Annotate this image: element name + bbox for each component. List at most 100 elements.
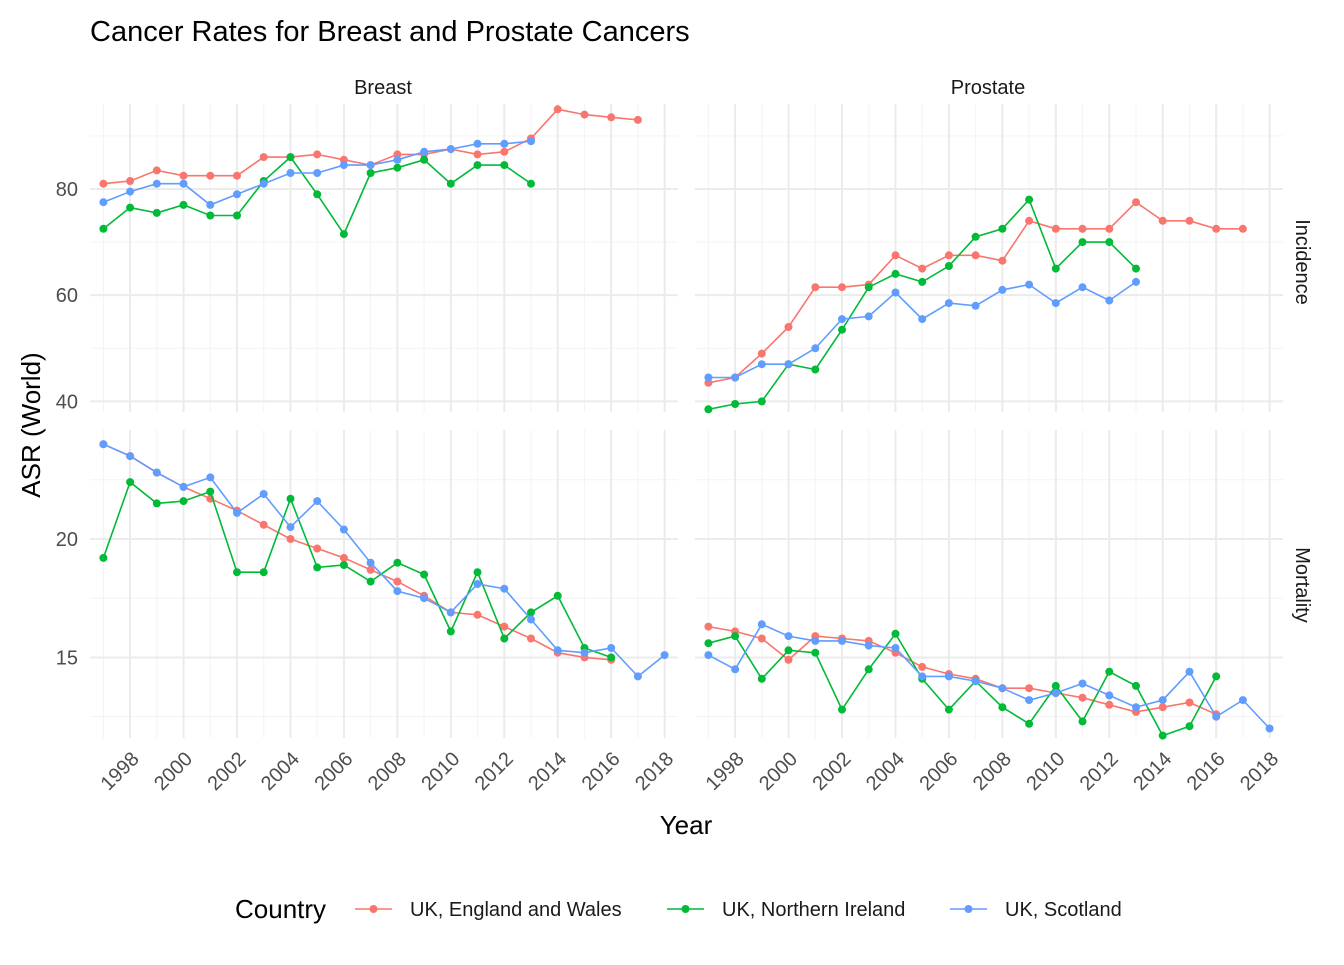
x-tick-label: 2018 <box>631 748 678 795</box>
series-line-uk-england-and-wales <box>708 625 1217 716</box>
data-point-uk-england-and-wales <box>473 610 482 619</box>
data-point-uk-england-and-wales <box>233 171 241 180</box>
legend-label-northern-ireland: UK, Northern Ireland <box>722 899 905 921</box>
data-point-uk-northern-ireland <box>366 169 375 177</box>
data-point-uk-northern-ireland <box>784 646 793 655</box>
data-point-uk-england-and-wales <box>1025 684 1034 693</box>
data-point-uk-northern-ireland <box>1132 264 1140 273</box>
x-tick-label: 1998 <box>97 748 144 795</box>
panel-prostate-incidence <box>695 104 1283 414</box>
data-point-uk-northern-ireland <box>704 639 713 648</box>
data-point-uk-scotland <box>1105 691 1114 700</box>
data-point-uk-scotland <box>420 147 429 156</box>
data-point-uk-scotland <box>731 373 740 382</box>
data-point-uk-scotland <box>757 620 766 629</box>
data-point-uk-northern-ireland <box>446 179 455 188</box>
data-point-uk-scotland <box>918 315 927 324</box>
data-point-uk-scotland <box>233 508 241 517</box>
x-tick-label: 2018 <box>1236 748 1283 795</box>
x-tick-label: 2008 <box>969 748 1016 795</box>
data-point-uk-scotland <box>704 373 713 382</box>
data-point-uk-england-and-wales <box>757 634 766 643</box>
data-point-uk-scotland <box>1025 280 1034 289</box>
data-point-uk-northern-ireland <box>393 558 402 567</box>
data-point-uk-northern-ireland <box>731 632 740 641</box>
legend-point-scotland <box>964 905 973 913</box>
data-point-uk-northern-ireland <box>1105 238 1114 247</box>
data-point-uk-northern-ireland <box>527 179 535 188</box>
data-point-uk-northern-ireland <box>179 497 188 506</box>
data-point-uk-england-and-wales <box>286 535 295 543</box>
data-point-uk-england-and-wales <box>1105 224 1114 233</box>
data-point-uk-scotland <box>286 523 295 532</box>
data-point-uk-northern-ireland <box>99 224 108 233</box>
data-point-uk-northern-ireland <box>1051 681 1060 690</box>
data-point-uk-scotland <box>1265 724 1274 733</box>
panel-prostate-mortality <box>695 430 1283 740</box>
y-tick-label: 20 <box>56 529 78 551</box>
data-point-uk-scotland <box>971 677 980 686</box>
data-point-uk-northern-ireland <box>1185 722 1194 731</box>
legend-label-england-wales: UK, England and Wales <box>410 899 622 921</box>
data-point-uk-england-and-wales <box>500 147 509 156</box>
data-point-uk-scotland <box>99 198 108 207</box>
data-point-uk-northern-ireland <box>339 230 348 239</box>
data-point-uk-northern-ireland <box>286 153 295 162</box>
data-point-uk-scotland <box>500 139 509 148</box>
data-point-uk-scotland <box>286 169 295 177</box>
x-tick-label: 2014 <box>524 748 571 795</box>
data-point-uk-northern-ireland <box>126 203 135 212</box>
data-point-uk-scotland <box>891 288 900 297</box>
data-point-uk-scotland <box>339 161 348 170</box>
strip-label-mortality: Mortality <box>1291 547 1313 623</box>
data-point-uk-england-and-wales <box>944 251 953 260</box>
data-point-uk-northern-ireland <box>233 568 241 577</box>
data-point-uk-england-and-wales <box>1051 224 1060 233</box>
data-point-uk-northern-ireland <box>891 629 900 638</box>
x-tick-label: 2014 <box>1129 748 1176 795</box>
data-point-uk-england-and-wales <box>784 655 793 664</box>
data-point-uk-england-and-wales <box>838 283 846 292</box>
data-point-uk-northern-ireland <box>500 634 509 643</box>
data-point-uk-england-and-wales <box>891 251 900 260</box>
data-point-uk-scotland <box>1212 712 1221 721</box>
data-point-uk-scotland <box>527 137 535 146</box>
data-point-uk-england-and-wales <box>918 264 927 273</box>
series-line-uk-scotland <box>708 623 1271 730</box>
data-point-uk-northern-ireland <box>126 478 135 487</box>
x-tick-label: 2016 <box>1183 748 1230 795</box>
data-point-uk-northern-ireland <box>838 705 846 714</box>
data-point-uk-england-and-wales <box>971 251 980 260</box>
data-point-uk-england-and-wales <box>1238 224 1247 233</box>
data-point-uk-northern-ireland <box>206 487 215 496</box>
data-point-uk-scotland <box>126 187 135 196</box>
data-point-uk-england-and-wales <box>633 115 642 124</box>
data-point-uk-northern-ireland <box>1132 681 1140 690</box>
data-point-uk-england-and-wales <box>259 153 268 162</box>
data-point-uk-england-and-wales <box>99 179 108 188</box>
data-point-uk-england-and-wales <box>473 150 482 159</box>
data-point-uk-northern-ireland <box>864 665 873 674</box>
data-point-uk-northern-ireland <box>971 232 980 241</box>
data-point-uk-scotland <box>1078 679 1087 688</box>
x-tick-label: 2002 <box>204 748 251 795</box>
data-point-uk-england-and-wales <box>1212 224 1221 233</box>
data-point-uk-scotland <box>1132 277 1140 286</box>
data-point-uk-england-and-wales <box>500 622 509 631</box>
data-point-uk-northern-ireland <box>864 283 873 292</box>
y-tick-label: 15 <box>56 647 78 669</box>
data-point-uk-scotland <box>206 473 215 482</box>
data-point-uk-england-and-wales <box>553 105 562 114</box>
data-point-uk-england-and-wales <box>607 113 616 122</box>
legend-title: Country <box>235 894 326 924</box>
legend-key-northern-ireland: UK, Northern Ireland <box>667 899 905 921</box>
data-point-uk-england-and-wales <box>1132 198 1140 207</box>
legend-key-scotland: UK, Scotland <box>950 899 1122 921</box>
data-point-uk-england-and-wales <box>704 622 713 631</box>
data-point-uk-scotland <box>944 672 953 681</box>
series-line-uk-england-and-wales <box>103 443 612 661</box>
data-point-uk-scotland <box>553 646 562 655</box>
data-point-uk-england-and-wales <box>206 171 215 180</box>
panel-breast-mortality <box>90 430 678 738</box>
x-tick-label: 2010 <box>1022 748 1069 795</box>
